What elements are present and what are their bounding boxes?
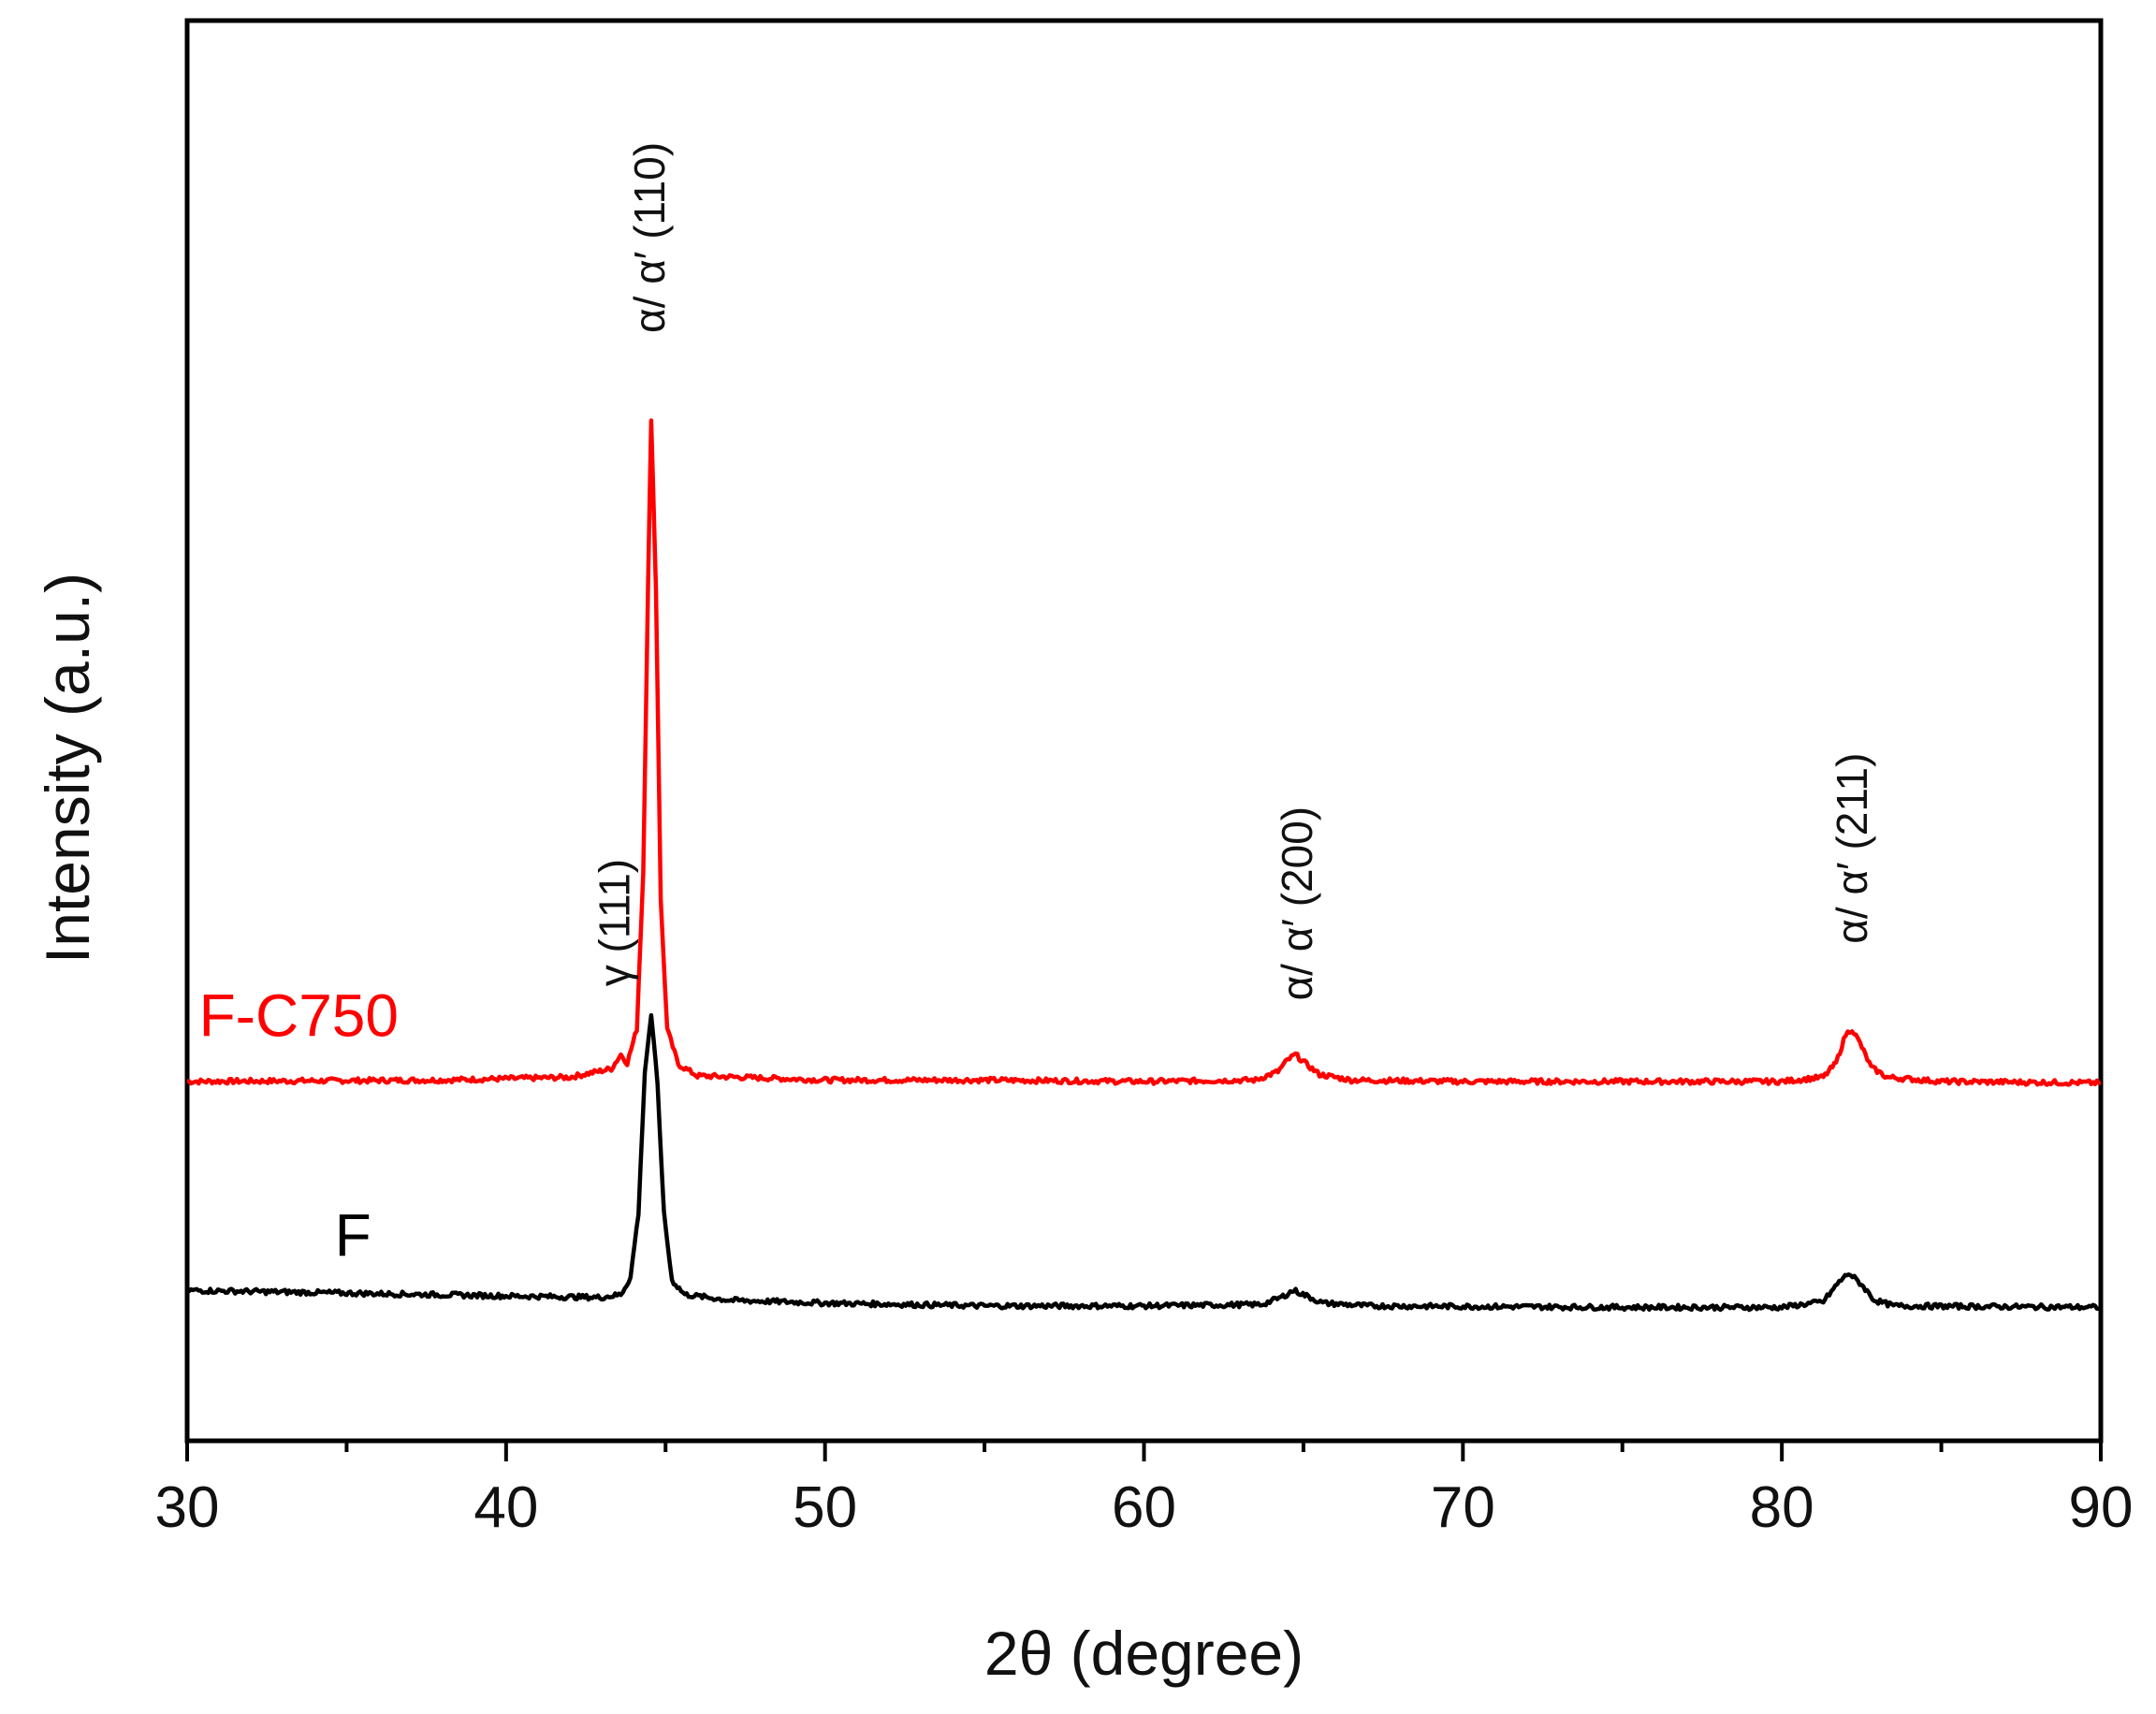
x-tick-label: 40 bbox=[473, 1475, 538, 1540]
x-axis-title: 2θ (degree) bbox=[984, 1619, 1304, 1688]
peak-annotation: α/ α′ (200) bbox=[1273, 806, 1321, 1001]
plot-frame bbox=[184, 18, 2104, 1444]
x-tick-label: 60 bbox=[1112, 1475, 1176, 1540]
x-tick-label: 80 bbox=[1750, 1475, 1814, 1540]
peak-annotation: α/ α′ (211) bbox=[1828, 753, 1876, 944]
x-tick-label: 30 bbox=[155, 1475, 220, 1540]
series-line-f-c750 bbox=[186, 418, 2102, 1087]
x-tick-label: 70 bbox=[1431, 1475, 1495, 1540]
series-label: F-C750 bbox=[199, 981, 399, 1049]
x-tick-label: 90 bbox=[2069, 1475, 2134, 1540]
y-axis-title: Intensity (a.u.) bbox=[33, 573, 102, 964]
x-tick-label: 50 bbox=[793, 1475, 857, 1540]
series-line-f bbox=[185, 1012, 2103, 1313]
peak-annotation: γ (111) bbox=[590, 859, 639, 986]
series-label: F bbox=[335, 1202, 371, 1270]
peak-annotation: α/ α′ (110) bbox=[625, 142, 674, 333]
